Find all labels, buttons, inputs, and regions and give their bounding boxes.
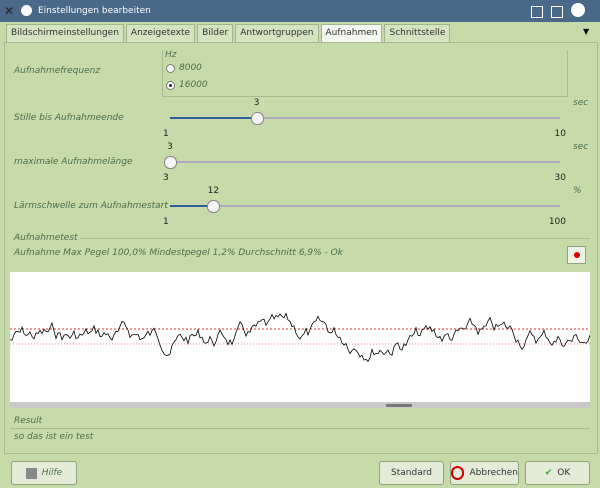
slider-label: Lärmschwelle zum Aufnahmestart xyxy=(14,201,168,211)
tab[interactable]: Schnittstelle xyxy=(384,24,451,43)
slider-value: 12 xyxy=(207,186,220,196)
close[interactable] xyxy=(571,3,585,17)
frequency-unit: Hz xyxy=(165,50,177,60)
slider-max: 10 xyxy=(554,129,566,139)
slider-label: maximale Aufnahmelänge xyxy=(14,157,133,167)
radio-option[interactable]: 8000 xyxy=(166,63,202,73)
slider-unit: sec xyxy=(573,98,589,108)
slider-track xyxy=(170,205,560,207)
slider-label: Stille bis Aufnahmeende xyxy=(14,113,124,123)
waveform xyxy=(10,272,590,408)
slider-min: 1 xyxy=(163,129,169,139)
slider-fill xyxy=(170,205,214,207)
test-title: Aufnahmetest xyxy=(14,233,78,243)
help-button[interactable]: Hilfe xyxy=(11,461,77,485)
app-icon: ✕ xyxy=(4,4,15,18)
slider-unit: sec xyxy=(573,142,589,152)
slider-unit: % xyxy=(573,186,582,196)
record-button[interactable] xyxy=(567,246,586,264)
slider-min: 1 xyxy=(163,217,169,227)
default-button[interactable]: Standard xyxy=(379,461,444,485)
tab-bar: Bildschirmeinstellungen Anzeigetexte Bilde… xyxy=(6,24,451,43)
tab-menu[interactable]: ▼ xyxy=(583,27,590,36)
slider-knob[interactable] xyxy=(250,112,264,125)
tab-panel xyxy=(4,42,598,454)
tab[interactable]: Anzeigetexte xyxy=(125,24,196,43)
radio-option[interactable]: 16000 xyxy=(166,80,208,90)
tab[interactable]: Antwortgruppen xyxy=(235,24,319,43)
cancel-button[interactable]: Abbrechen xyxy=(450,461,519,485)
radio-dot xyxy=(169,83,172,87)
test-status: Aufnahme Max Pegel 100,0% Mindestpegel 1… xyxy=(14,248,343,258)
radio-button xyxy=(166,63,175,73)
title-bar: ✕ Einstellungen bearbeiten xyxy=(0,0,600,22)
slider-knob[interactable] xyxy=(164,156,177,169)
slider-value: 3 xyxy=(253,98,260,108)
radio-label: 8000 xyxy=(179,63,202,73)
slider-track xyxy=(170,161,560,163)
window-menu[interactable] xyxy=(21,5,32,16)
frequency-group xyxy=(162,50,568,97)
tab[interactable]: Bilder xyxy=(197,24,234,43)
maximize[interactable] xyxy=(551,6,563,18)
result-title: Result xyxy=(14,416,43,426)
slider-fill xyxy=(170,117,257,119)
ok-button[interactable]: ✔ OK xyxy=(525,461,590,485)
slider-max: 100 xyxy=(548,217,566,227)
slider-min: 3 xyxy=(163,173,169,183)
separator xyxy=(80,238,590,239)
radio-button xyxy=(166,80,175,90)
tab[interactable]: Aufnahmen xyxy=(320,24,383,43)
tab[interactable]: Bildschirmeinstellungen xyxy=(6,24,124,43)
slider-track xyxy=(170,117,560,119)
slider-max: 30 xyxy=(554,173,566,183)
separator xyxy=(10,428,590,429)
minimize[interactable] xyxy=(531,6,543,18)
slider-knob[interactable] xyxy=(207,200,221,213)
frequency-label: Aufnahmefrequenz xyxy=(14,66,101,76)
slider-value: 3 xyxy=(167,142,173,152)
window-title: Einstellungen bearbeiten xyxy=(38,6,151,16)
radio-label: 16000 xyxy=(179,80,208,90)
result-text: so das ist ein test xyxy=(14,432,94,442)
